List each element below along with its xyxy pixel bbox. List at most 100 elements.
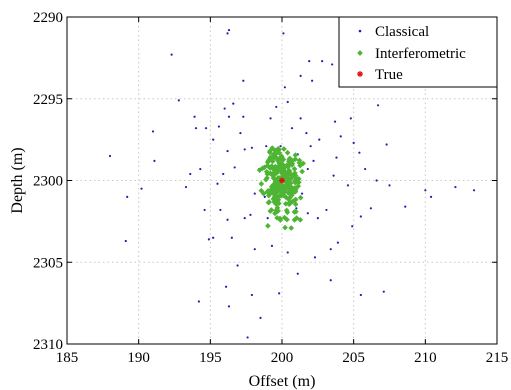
y-axis-label: Depth (m) [9,147,26,213]
classical-point [308,60,311,63]
classical-point [282,32,285,35]
classical-point [306,167,309,171]
interferometric-point [299,168,305,175]
y-tick-label: 2295 [33,92,63,108]
interferometric-point [272,192,279,199]
interferometric-point [276,150,283,156]
true-point [279,177,285,184]
classical-point [404,205,407,208]
classical-point [313,256,317,259]
classical-point [227,28,231,32]
legend-marker-classical [358,29,362,33]
classical-point [194,127,198,130]
classical-point [358,151,361,154]
classical-point [242,79,245,82]
x-tick-label: 190 [127,350,150,366]
classical-point [332,174,335,177]
classical-point [266,217,269,220]
legend-label: Classical [375,24,429,40]
classical-point [253,192,256,195]
classical-point [312,159,315,162]
classical-point [325,208,328,212]
interferometric-point [279,170,285,177]
classical-point [472,189,476,192]
classical-point [349,117,352,120]
interferometric-point [286,201,292,207]
classical-point [151,130,155,133]
classical-point [306,212,309,215]
interferometric-point [263,176,269,183]
classical-point [283,86,286,89]
x-tick-label: 195 [199,350,222,366]
x-tick-label: 210 [414,350,437,366]
classical-point [236,264,239,267]
interferometric-point [276,192,283,199]
classical-point [290,127,294,130]
classical-point [124,239,127,243]
classical-point [140,187,143,190]
interferometric-point [269,158,276,165]
classical-point [329,248,332,251]
classical-point [219,208,222,212]
interferometric-point [261,164,268,171]
interferometric-point [282,224,288,231]
legend-label: True [375,67,403,83]
classical-point [311,79,314,82]
classical-point [249,213,252,216]
classical-point [170,53,173,56]
classical-point [382,290,385,293]
interferometric-point [273,201,279,207]
classical-point [300,192,304,195]
classical-point [225,285,228,288]
interferometric-point [292,179,299,186]
classical-point [376,104,380,107]
interferometric-point [269,145,276,151]
classical-point [108,154,112,158]
classical-point [318,138,321,141]
classical-point [197,300,200,303]
classical-point [335,156,338,159]
classical-point [299,117,302,120]
classical-point [333,120,337,123]
classical-point [153,159,156,162]
interferometric-point [281,146,287,152]
classical-point [369,207,372,210]
classical-point [212,236,215,239]
classical-point [217,125,221,128]
classical-point [216,182,219,185]
y-tick-label: 2290 [33,10,63,26]
interferometric-point [287,171,294,177]
classical-point [278,292,281,295]
classical-point [199,167,202,171]
classical-point [309,145,312,148]
classical-point [359,215,362,218]
classical-point [321,60,324,63]
legend: Classical Interferometric True [338,16,498,88]
classical-point [305,131,308,135]
x-tick-label: 215 [486,350,509,366]
interferometric-point [286,161,293,168]
classical-point [222,172,225,176]
interferometric-point [264,159,271,166]
interferometric-point [289,190,296,197]
classical-point [250,146,253,149]
classical-point [279,145,282,148]
classical-point [189,172,192,176]
classical-point [246,336,249,339]
classical-point [424,189,427,192]
classical-point [359,293,362,297]
x-axis-label: Offset (m) [249,373,316,390]
classical-point [270,244,274,247]
classical-point [364,167,367,171]
y-tick-label: 2305 [33,255,63,271]
interferometric-point [268,207,275,213]
classical-point [339,135,342,138]
interferometric-point [288,225,295,231]
interferometric-point [276,182,282,188]
classical-point [299,74,302,77]
interferometric-point [296,179,302,186]
classical-point [286,251,289,254]
classical-point [316,217,319,220]
interferometric-point [266,199,272,205]
